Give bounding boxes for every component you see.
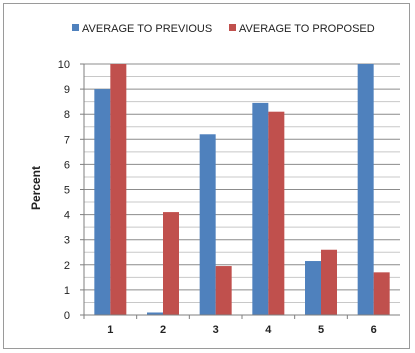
bar-average-to-previous-5 bbox=[305, 261, 321, 315]
y-tick-label: 10 bbox=[58, 59, 70, 71]
legend: AVERAGE TO PREVIOUS AVERAGE TO PROPOSED bbox=[72, 23, 375, 35]
y-tick-label: 0 bbox=[64, 310, 70, 322]
bar-average-to-proposed-5 bbox=[321, 250, 337, 315]
y-axis-label: Percent bbox=[29, 166, 43, 210]
x-tick-label: 1 bbox=[107, 324, 113, 336]
y-tick-label: 3 bbox=[64, 235, 70, 247]
y-tick-label: 2 bbox=[64, 260, 70, 272]
bar-average-to-previous-6 bbox=[358, 64, 374, 315]
y-tick-label: 6 bbox=[64, 159, 70, 171]
x-tick-labels: 1 2 3 4 5 6 bbox=[107, 324, 376, 336]
x-tick-label: 3 bbox=[213, 324, 219, 336]
bar-average-to-proposed-6 bbox=[374, 272, 390, 315]
y-tick-label: 5 bbox=[64, 185, 70, 197]
grid-lines bbox=[84, 64, 400, 315]
x-tick-label: 2 bbox=[160, 324, 166, 336]
bar-average-to-proposed-4 bbox=[268, 112, 284, 315]
x-tick-label: 5 bbox=[318, 324, 324, 336]
bar-average-to-previous-4 bbox=[252, 103, 268, 315]
bar-average-to-proposed-3 bbox=[216, 266, 232, 315]
x-tick-label: 4 bbox=[265, 324, 272, 336]
y-tick-labels: 0 1 2 3 4 5 6 7 8 9 10 bbox=[58, 59, 70, 322]
legend-swatch-average-to-previous bbox=[72, 24, 79, 31]
x-tick-label: 6 bbox=[371, 324, 377, 336]
legend-label-average-to-proposed: AVERAGE TO PROPOSED bbox=[239, 23, 375, 35]
legend-label-average-to-previous: AVERAGE TO PREVIOUS bbox=[82, 23, 212, 35]
y-tick-label: 1 bbox=[64, 285, 70, 297]
legend-swatch-average-to-proposed bbox=[229, 24, 236, 31]
y-tick-label: 4 bbox=[64, 210, 70, 222]
bar-average-to-proposed-1 bbox=[110, 64, 126, 315]
y-tick-label: 9 bbox=[64, 84, 70, 96]
y-tick-label: 7 bbox=[64, 134, 70, 146]
bar-average-to-proposed-2 bbox=[163, 212, 179, 315]
y-tick-label: 8 bbox=[64, 109, 70, 121]
axes bbox=[80, 64, 400, 319]
bar-average-to-previous-3 bbox=[200, 134, 216, 315]
bar-average-to-previous-1 bbox=[94, 89, 110, 315]
